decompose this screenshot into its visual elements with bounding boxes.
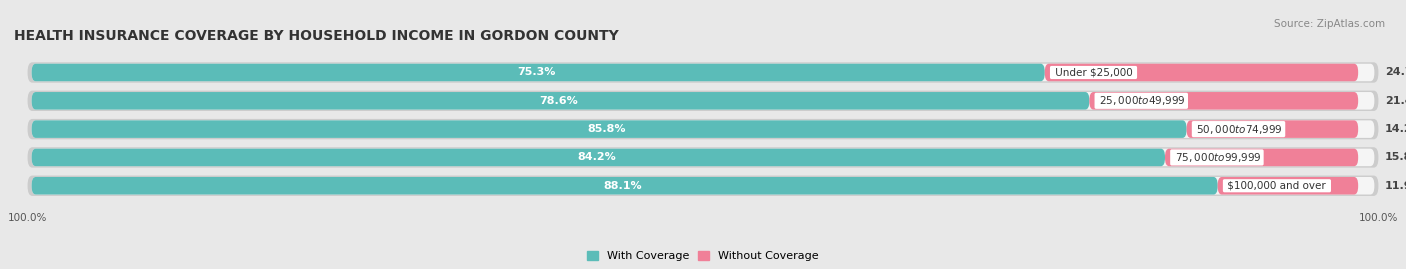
Text: 75.3%: 75.3%: [517, 68, 555, 77]
FancyBboxPatch shape: [31, 92, 1090, 109]
Text: 85.8%: 85.8%: [588, 124, 626, 134]
FancyBboxPatch shape: [1090, 92, 1358, 109]
FancyBboxPatch shape: [31, 149, 1375, 166]
Text: Source: ZipAtlas.com: Source: ZipAtlas.com: [1274, 19, 1385, 29]
FancyBboxPatch shape: [28, 119, 1378, 139]
FancyBboxPatch shape: [28, 91, 1378, 111]
Text: 84.2%: 84.2%: [576, 153, 616, 162]
Text: 14.2%: 14.2%: [1385, 124, 1406, 134]
Legend: With Coverage, Without Coverage: With Coverage, Without Coverage: [582, 247, 824, 266]
FancyBboxPatch shape: [28, 62, 1378, 83]
FancyBboxPatch shape: [1218, 177, 1358, 194]
FancyBboxPatch shape: [1187, 120, 1358, 138]
Text: $50,000 to $74,999: $50,000 to $74,999: [1194, 123, 1284, 136]
FancyBboxPatch shape: [31, 64, 1045, 81]
Text: Under $25,000: Under $25,000: [1052, 68, 1136, 77]
Text: HEALTH INSURANCE COVERAGE BY HOUSEHOLD INCOME IN GORDON COUNTY: HEALTH INSURANCE COVERAGE BY HOUSEHOLD I…: [14, 29, 619, 43]
Text: $25,000 to $49,999: $25,000 to $49,999: [1097, 94, 1187, 107]
FancyBboxPatch shape: [31, 92, 1375, 109]
FancyBboxPatch shape: [1045, 64, 1358, 81]
Text: $100,000 and over: $100,000 and over: [1225, 181, 1330, 191]
FancyBboxPatch shape: [31, 149, 1166, 166]
Text: 21.4%: 21.4%: [1385, 96, 1406, 106]
Text: 15.8%: 15.8%: [1385, 153, 1406, 162]
FancyBboxPatch shape: [28, 176, 1378, 196]
FancyBboxPatch shape: [31, 177, 1375, 194]
Text: 78.6%: 78.6%: [538, 96, 578, 106]
FancyBboxPatch shape: [28, 147, 1378, 168]
Text: 11.9%: 11.9%: [1385, 181, 1406, 191]
Text: 88.1%: 88.1%: [603, 181, 643, 191]
Text: $75,000 to $99,999: $75,000 to $99,999: [1171, 151, 1263, 164]
FancyBboxPatch shape: [31, 64, 1375, 81]
FancyBboxPatch shape: [31, 120, 1187, 138]
FancyBboxPatch shape: [1166, 149, 1358, 166]
FancyBboxPatch shape: [31, 177, 1218, 194]
Text: 24.7%: 24.7%: [1385, 68, 1406, 77]
FancyBboxPatch shape: [31, 120, 1375, 138]
